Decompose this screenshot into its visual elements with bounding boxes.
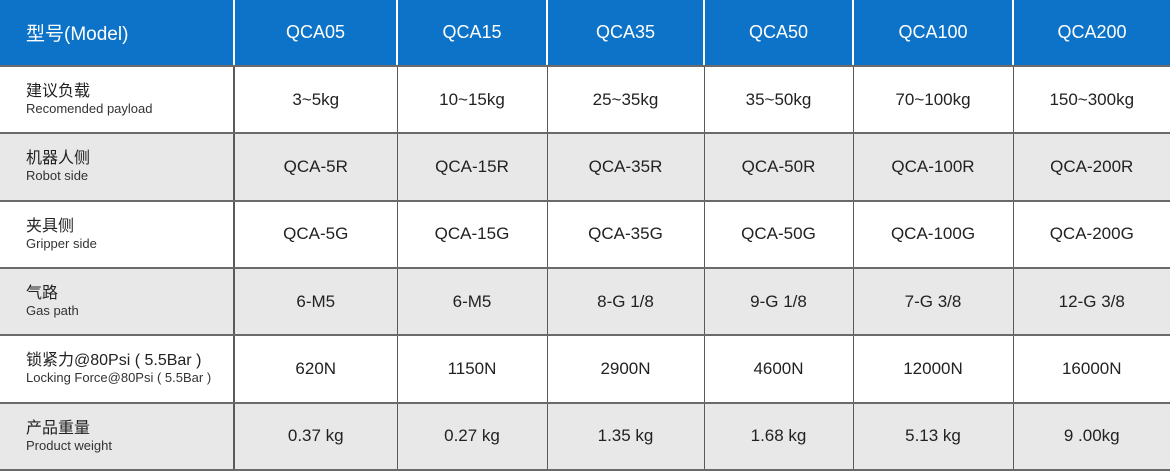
cell-value: 0.27 kg [397,402,548,471]
row-locking-force: 锁紧力@80Psi ( 5.5Bar ) Locking Force@80Psi… [0,335,1170,404]
header-row: 型号(Model) QCA05 QCA15 QCA35 QCA50 QCA100… [0,0,1170,67]
model-header-qca50: QCA50 [704,0,854,67]
cell-value: 7-G 3/8 [853,267,1014,337]
cell-value: QCA-200G [1013,200,1170,269]
cell-value: QCA-5R [234,133,398,202]
row-label: 锁紧力@80Psi ( 5.5Bar ) Locking Force@80Psi… [0,335,235,404]
cell-value: 12-G 3/8 [1013,267,1170,337]
cell-value: 1.68 kg [704,402,854,471]
cell-value: QCA-5G [234,200,398,269]
row-label: 机器人侧 Robot side [0,133,235,202]
model-header-label: 型号(Model) [0,0,235,67]
model-header-qca05: QCA05 [234,0,398,67]
row-label-zh: 建议负载 [26,83,91,101]
cell-value: 8-G 1/8 [547,267,705,337]
row-label-zh: 机器人侧 [26,150,91,168]
cell-value: QCA-100R [853,133,1014,202]
row-label-en: Recomended payload [26,101,153,117]
row-label-en: Gripper side [26,235,97,251]
row-label-en: Robot side [26,168,89,184]
row-label: 气路 Gas path [0,267,235,337]
cell-value: 3~5kg [234,66,398,135]
model-header-qca100: QCA100 [853,0,1014,67]
cell-value: 2900N [547,335,705,404]
cell-value: 6-M5 [397,267,548,337]
cell-value: 9 .00kg [1013,402,1170,471]
cell-value: 4600N [704,335,854,404]
row-label-zh: 夹具侧 [26,217,75,235]
cell-value: 1150N [397,335,548,404]
row-label: 产品重量 Product weight [0,402,235,471]
cell-value: 35~50kg [704,66,854,135]
cell-value: QCA-50G [704,200,854,269]
cell-value: 1.35 kg [547,402,705,471]
model-header-qca35: QCA35 [547,0,705,67]
row-label: 夹具侧 Gripper side [0,200,235,269]
row-product-weight: 产品重量 Product weight 0.37 kg 0.27 kg 1.35… [0,402,1170,471]
row-robot-side: 机器人侧 Robot side QCA-5R QCA-15R QCA-35R Q… [0,133,1170,202]
cell-value: 6-M5 [234,267,398,337]
row-payload: 建议负载 Recomended payload 3~5kg 10~15kg 25… [0,66,1170,135]
cell-value: QCA-15R [397,133,548,202]
row-gas-path: 气路 Gas path 6-M5 6-M5 8-G 1/8 9-G 1/8 7-… [0,267,1170,337]
cell-value: 25~35kg [547,66,705,135]
row-label: 建议负载 Recomended payload [0,66,235,135]
cell-value: QCA-100G [853,200,1014,269]
row-gripper-side: 夹具侧 Gripper side QCA-5G QCA-15G QCA-35G … [0,200,1170,269]
model-header-qca200: QCA200 [1013,0,1170,67]
row-label-en: Locking Force@80Psi ( 5.5Bar ) [26,370,212,386]
cell-value: QCA-35G [547,200,705,269]
cell-value: QCA-15G [397,200,548,269]
cell-value: 620N [234,335,398,404]
cell-value: QCA-50R [704,133,854,202]
cell-value: 10~15kg [397,66,548,135]
cell-value: 150~300kg [1013,66,1170,135]
model-header-qca15: QCA15 [397,0,548,67]
cell-value: 0.37 kg [234,402,398,471]
cell-value: 70~100kg [853,66,1014,135]
cell-value: QCA-200R [1013,133,1170,202]
row-label-zh: 气路 [26,285,59,303]
cell-value: QCA-35R [547,133,705,202]
row-label-zh: 产品重量 [26,419,91,437]
cell-value: 9-G 1/8 [704,267,854,337]
row-label-en: Product weight [26,437,112,453]
cell-value: 12000N [853,335,1014,404]
row-label-zh: 锁紧力@80Psi ( 5.5Bar ) [26,352,202,370]
cell-value: 16000N [1013,335,1170,404]
row-label-en: Gas path [26,303,79,319]
cell-value: 5.13 kg [853,402,1014,471]
